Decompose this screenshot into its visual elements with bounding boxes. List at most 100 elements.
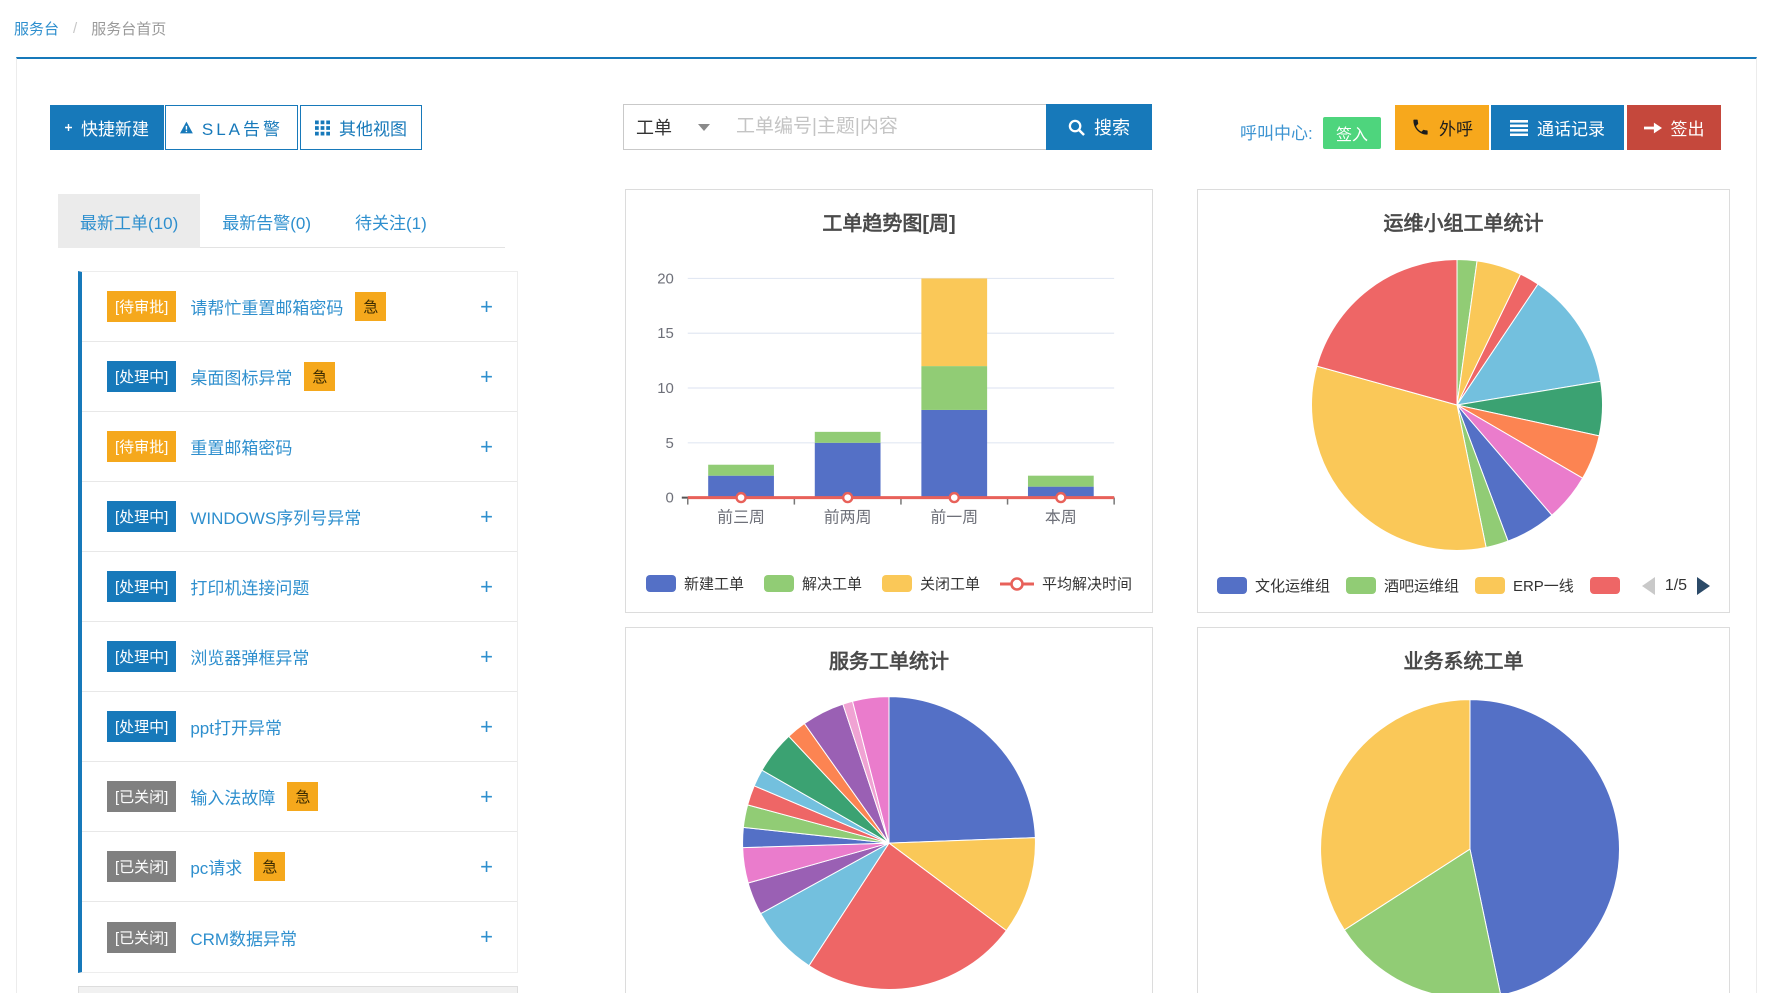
ticket-title-link[interactable]: ppt打开异常	[190, 719, 282, 738]
search-category-value: 工单	[636, 118, 672, 138]
urgent-badge: 急	[254, 852, 286, 881]
urgent-badge: 急	[304, 362, 336, 391]
status-badge: [已关闭]	[107, 781, 177, 812]
status-badge: [待审批]	[107, 291, 177, 322]
tab-2[interactable]: 待关注(1)	[355, 213, 427, 233]
quick-create-button[interactable]: 快捷新建	[50, 105, 164, 150]
ticket-row[interactable]: [处理中] 浏览器弹框异常 +	[82, 622, 517, 692]
business-system-pie-title: 业务系统工单	[1403, 651, 1524, 673]
breadcrumb-link-home[interactable]: 服务台	[14, 21, 60, 38]
status-badge: [已关闭]	[107, 851, 177, 882]
ticket-row[interactable]: [处理中] WINDOWS序列号异常 +	[82, 482, 517, 552]
legend-swatch	[1474, 577, 1505, 594]
status-badge: [待审批]	[107, 431, 177, 462]
search-icon	[1068, 119, 1085, 136]
legend-pagination: 1/5	[1641, 576, 1711, 595]
svg-text:5: 5	[666, 435, 674, 452]
expand-plus-icon[interactable]: +	[480, 433, 493, 459]
ticket-row[interactable]: [处理中] 桌面图标异常急 +	[82, 342, 517, 412]
legend-label: 酒吧运维组	[1383, 578, 1459, 595]
expand-plus-icon[interactable]: +	[480, 853, 493, 879]
legend-item[interactable]: 平均解决时间	[1000, 573, 1132, 594]
legend-swatch	[1345, 577, 1376, 594]
next-panel-partial	[78, 986, 518, 993]
ticket-title-link[interactable]: 输入法故障	[190, 789, 276, 808]
sign-in-button[interactable]: 签入	[1323, 117, 1382, 149]
ticket-row[interactable]: [已关闭] CRM数据异常 +	[82, 902, 517, 972]
legend-item[interactable]: 关闭工单	[882, 573, 980, 594]
legend-line-marker	[1000, 576, 1035, 591]
legend-prev-page-icon[interactable]	[1641, 576, 1655, 595]
ticket-row[interactable]: [已关闭] 输入法故障急 +	[82, 762, 517, 832]
ticket-title-link[interactable]: pc请求	[190, 859, 243, 878]
other-views-button[interactable]: 其他视图	[300, 105, 422, 150]
legend-item[interactable]: 酒吧运维组	[1345, 575, 1459, 596]
call-log-button[interactable]: 通话记录	[1491, 105, 1624, 150]
search-button[interactable]: 搜索	[1046, 104, 1152, 150]
phone-icon	[1413, 119, 1428, 135]
ticket-title-link[interactable]: 重置邮箱密码	[190, 439, 293, 458]
search-category-select[interactable]: 工单	[623, 104, 723, 150]
tab-1[interactable]: 最新告警(0)	[222, 213, 312, 233]
breadcrumb-current-page: 服务台首页	[91, 21, 167, 38]
svg-text:0: 0	[666, 490, 674, 507]
search-input[interactable]	[722, 104, 1047, 150]
status-badge: [处理中]	[107, 361, 177, 392]
legend-label: ERP一线	[1512, 578, 1574, 595]
svg-text:前一周: 前一周	[930, 509, 978, 527]
legend-item[interactable]: 新建工单	[645, 573, 744, 594]
trend-chart-title: 工单趋势图[周]	[822, 213, 956, 235]
svg-text:10: 10	[657, 380, 674, 397]
legend-label: 平均解决时间	[1042, 576, 1133, 593]
business-system-pie-card: 业务系统工单	[1197, 627, 1730, 993]
legend-next-page-icon[interactable]	[1697, 576, 1711, 595]
plus-icon	[65, 124, 72, 131]
legend-item[interactable]: ERP一线	[1474, 575, 1574, 596]
ops-group-pie-chart	[1198, 234, 1729, 554]
outbound-call-button[interactable]: 外呼	[1395, 105, 1489, 150]
expand-plus-icon[interactable]: +	[480, 503, 493, 529]
sla-alert-label: SLA告警	[201, 120, 283, 139]
ticket-title-link[interactable]: 桌面图标异常	[190, 369, 293, 388]
legend-item[interactable]: 解决工单	[763, 573, 862, 594]
ticket-title-link[interactable]: 浏览器弹框异常	[190, 649, 310, 668]
breadcrumb: 服务台 / 服务台首页	[14, 18, 166, 39]
ticket-row[interactable]: [处理中] ppt打开异常 +	[82, 692, 517, 762]
expand-plus-icon[interactable]: +	[480, 573, 493, 599]
ticket-row[interactable]: [待审批] 重置邮箱密码 +	[82, 412, 517, 482]
trend-chart-legend: 新建工单 解决工单 关闭工单 平均解决时间	[626, 573, 1152, 594]
legend-label: 解决工单	[801, 576, 862, 593]
svg-text:前三周: 前三周	[717, 509, 765, 527]
svg-text:15: 15	[657, 325, 674, 342]
ticket-title-link[interactable]: 打印机连接问题	[190, 579, 310, 598]
grid-icon	[315, 120, 330, 135]
status-badge: [处理中]	[107, 641, 177, 672]
sign-out-button[interactable]: 签出	[1627, 105, 1721, 150]
ticket-title-link[interactable]: 请帮忙重置邮箱密码	[190, 299, 344, 318]
ticket-row[interactable]: [处理中] 打印机连接问题 +	[82, 552, 517, 622]
svg-text:本周: 本周	[1045, 509, 1077, 527]
legend-item[interactable]: 文化运维组	[1216, 575, 1330, 596]
legend-label: 新建工单	[683, 576, 744, 593]
list-icon	[1510, 119, 1528, 136]
expand-plus-icon[interactable]: +	[480, 924, 493, 949]
expand-plus-icon[interactable]: +	[480, 713, 493, 739]
ticket-title-link[interactable]: CRM数据异常	[190, 929, 298, 949]
tab-0[interactable]: 最新工单(10)	[58, 194, 201, 248]
expand-plus-icon[interactable]: +	[480, 363, 493, 389]
expand-plus-icon[interactable]: +	[480, 643, 493, 669]
expand-plus-icon[interactable]: +	[480, 293, 493, 319]
ticket-title-link[interactable]: WINDOWS序列号异常	[190, 509, 362, 528]
ticket-row[interactable]: [已关闭] pc请求急 +	[82, 832, 517, 902]
warning-triangle-icon	[180, 121, 193, 134]
other-views-label: 其他视图	[339, 120, 407, 139]
quick-create-label: 快捷新建	[81, 120, 149, 139]
urgent-badge: 急	[287, 782, 319, 811]
sla-alert-button[interactable]: SLA告警	[165, 105, 298, 150]
ticket-row[interactable]: [待审批] 请帮忙重置邮箱密码急 +	[82, 272, 517, 342]
legend-item[interactable]	[1589, 577, 1620, 594]
ops-group-pie-legend: 文化运维组 酒吧运维组 ERP一线 1/5	[1198, 575, 1729, 596]
legend-label: 文化运维组	[1254, 578, 1330, 595]
expand-plus-icon[interactable]: +	[480, 783, 493, 809]
